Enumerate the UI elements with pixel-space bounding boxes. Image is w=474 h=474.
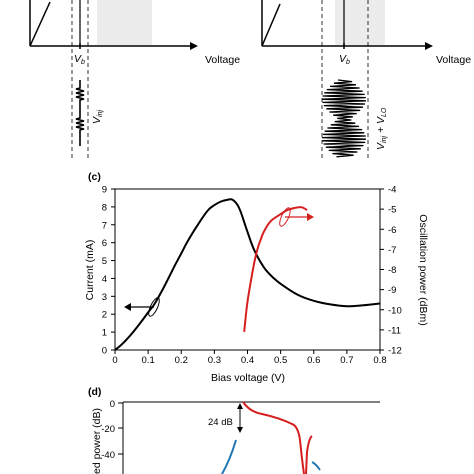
- power-axis-indicator: [279, 207, 314, 227]
- x-tick-label: 0.4: [241, 355, 254, 366]
- injection-signal-waveform: [75, 80, 85, 146]
- x-tick-label: 0.1: [142, 355, 155, 366]
- y2-tick-label: -6: [388, 225, 396, 236]
- y-tick-label: 2: [102, 310, 107, 321]
- panel-d-label: (d): [88, 386, 101, 398]
- iv-curve: [261, 3, 281, 47]
- top-left-panel: Vb Voltage Vinj: [29, 0, 240, 160]
- x-axis-label: Voltage: [205, 54, 240, 66]
- x-tick-label: 0.6: [307, 355, 320, 366]
- plot-frame: [114, 188, 381, 351]
- x-tick-label: 0.2: [175, 355, 188, 366]
- y2-tick-label: -8: [388, 265, 396, 276]
- x-axis-arrow: [190, 42, 198, 50]
- x-tick-label: 0.5: [274, 355, 287, 366]
- y-ticks: 0 1 2 3 4 5 6 7 8 9: [102, 185, 115, 357]
- y2-ticks: -4 -5 -6 -7 -8 -9 -10 -11 -12: [380, 185, 402, 357]
- y-tick-label: -40: [101, 450, 115, 461]
- mixed-signal-label: Vinj + VLO: [375, 107, 388, 150]
- iv-curve: [29, 1, 51, 47]
- y2-axis-label: Oscillation power (dBm): [417, 214, 429, 325]
- y2-tick-label: -7: [388, 245, 396, 256]
- blue-spectrum-right: [311, 461, 321, 471]
- oscillation-power-curve: [243, 206, 308, 333]
- y-tick-label: 6: [102, 238, 107, 249]
- x-ticks: 0 0.1 0.2 0.3 0.4 0.5 0.6 0.7 0.8: [112, 350, 387, 366]
- red-spectrum-tail: [305, 435, 313, 474]
- annotation-arrowhead: [237, 427, 243, 433]
- y2-tick-label: -5: [388, 205, 396, 216]
- y-tick-label: 4: [102, 274, 107, 285]
- current-curve: [114, 198, 381, 351]
- y2-tick-label: -11: [388, 325, 401, 336]
- y-tick-label: 8: [102, 202, 107, 213]
- panel-c-label: (c): [88, 171, 101, 183]
- mixed-signal-waveform: [321, 79, 367, 158]
- y-tick-label: 9: [102, 185, 107, 196]
- annotation-arrowhead: [237, 403, 243, 409]
- top-right-panel: Vb Voltage Vinj + VLO: [261, 0, 471, 160]
- y-tick-label: 1: [102, 328, 107, 339]
- shaded-region: [335, 0, 385, 45]
- x-tick-label: 0.3: [208, 355, 221, 366]
- shaded-region: [97, 0, 152, 45]
- y2-tick-label: -10: [388, 305, 402, 316]
- y-tick-label: -20: [101, 424, 115, 435]
- bias-label: Vb: [74, 53, 85, 66]
- current-axis-indicator: [124, 297, 160, 317]
- bias-label: Vb: [339, 53, 350, 66]
- x-tick-label: 0.7: [340, 355, 353, 366]
- x-tick-label: 0: [112, 355, 117, 366]
- annotation-24db: 24 dB: [208, 417, 233, 428]
- y-tick-label: 7: [102, 220, 107, 231]
- y-tick-label: 5: [102, 256, 107, 267]
- red-spectrum: [242, 401, 305, 474]
- y2-tick-label: -12: [388, 346, 402, 357]
- x-axis-label: Voltage: [436, 54, 471, 66]
- x-axis-arrow: [425, 42, 433, 50]
- y-tick-label: 3: [102, 292, 107, 303]
- y2-tick-label: -4: [388, 185, 396, 196]
- x-tick-label: 0.8: [373, 355, 386, 366]
- panel-d: (d) 0 -20 -40 ed power (dB) 24 dB: [88, 386, 380, 474]
- y-axis-label: Current (mA): [84, 240, 96, 301]
- y-axis-label: ed power (dB): [91, 408, 103, 474]
- y2-tick-label: -9: [388, 285, 396, 296]
- injection-signal-label: Vinj: [91, 110, 104, 124]
- panel-c: (c) 0 0.1 0.2 0.3 0.4 0.5 0.6 0.7 0.8 0 1 2 3 4 5 6 7 8 9…: [84, 171, 429, 384]
- blue-spectrum-left: [221, 439, 237, 474]
- y-tick-label: 0: [110, 399, 115, 410]
- y-tick-label: 0: [102, 346, 107, 357]
- x-axis-label: Bias voltage (V): [211, 372, 285, 384]
